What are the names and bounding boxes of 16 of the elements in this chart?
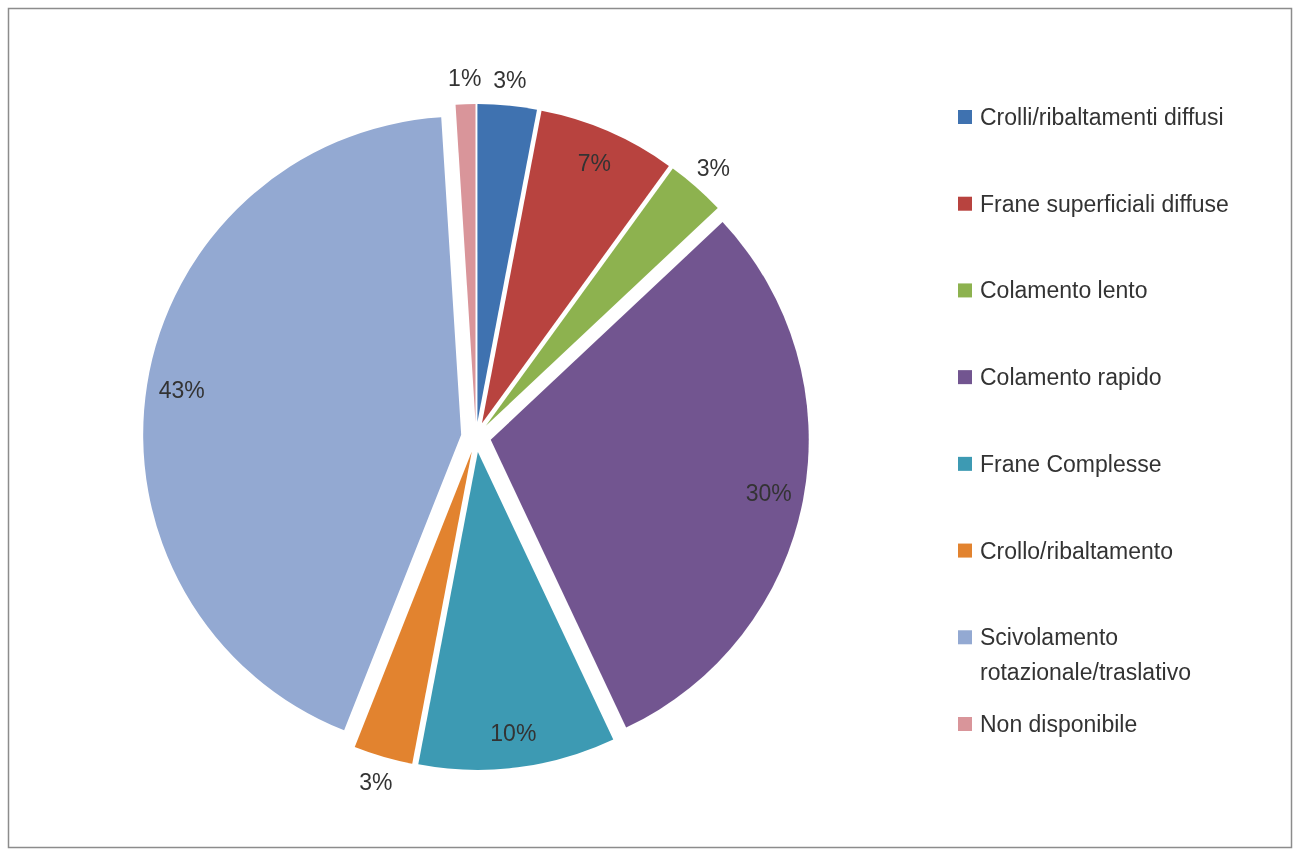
legend-label: Crolli/ribaltamenti diffusi: [980, 104, 1224, 130]
data-label: 3%: [493, 66, 527, 93]
data-label: 3%: [696, 154, 731, 181]
data-label: 10%: [490, 719, 537, 746]
legend-label: Frane superficiali diffuse: [980, 190, 1229, 217]
data-label: 3%: [359, 768, 393, 795]
legend-label: Scivolamento rotazionale/traslativo: [980, 624, 1191, 685]
data-label: 7%: [577, 150, 611, 177]
data-label: 30%: [745, 479, 792, 506]
data-label: 1%: [448, 65, 482, 92]
legend-label: Colamento lento: [980, 277, 1148, 304]
legend-label: Non disponibile: [980, 711, 1138, 737]
legend-label: Frane Complesse: [980, 450, 1162, 477]
legend-label: Colamento rapido: [980, 364, 1162, 391]
legend-label: Crollo/ribaltamento: [980, 537, 1174, 564]
data-label: 43%: [158, 377, 205, 404]
